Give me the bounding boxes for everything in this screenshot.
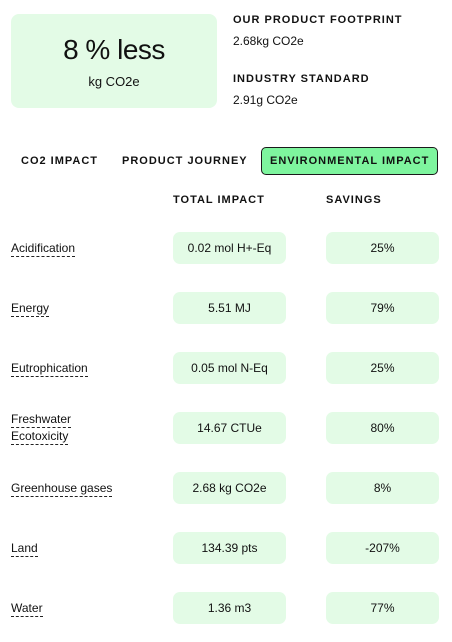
table-row: Greenhouse gases 2.68 kg CO2e 8% <box>0 472 452 504</box>
table-row: Energy 5.51 MJ 79% <box>0 292 452 324</box>
column-header-savings: SAVINGS <box>326 194 382 206</box>
total-impact-cell: 0.05 mol N-Eq <box>173 352 286 384</box>
summary-card: 8 % less kg CO2e <box>11 14 217 108</box>
table-row: Acidification 0.02 mol H+-Eq 25% <box>0 232 452 264</box>
row-label-text-line-2: Ecotoxicity <box>11 429 69 445</box>
row-label-text: Land <box>11 541 38 557</box>
industry-standard-value: 2.91g CO2e <box>233 93 298 107</box>
tab-co2-impact[interactable]: CO2 IMPACT <box>12 147 107 175</box>
column-header-total-impact: TOTAL IMPACT <box>173 194 265 206</box>
row-label[interactable]: Water <box>11 600 43 617</box>
savings-cell: 8% <box>326 472 439 504</box>
row-label-text: Water <box>11 601 43 617</box>
row-label[interactable]: Acidification <box>11 240 76 257</box>
row-label[interactable]: Energy <box>11 300 50 317</box>
savings-cell: -207% <box>326 532 439 564</box>
summary-unit: kg CO2e <box>88 73 140 89</box>
industry-standard: INDUSTRY STANDARD 2.91g CO2e <box>233 73 370 107</box>
row-label-text: Eutrophication <box>11 361 88 377</box>
tab-bar: CO2 IMPACT PRODUCT JOURNEY ENVIRONMENTAL… <box>0 147 452 175</box>
summary-value: 8 % less <box>63 33 165 65</box>
row-label-text: Energy <box>11 301 50 317</box>
row-label-text: Greenhouse gases <box>11 481 113 497</box>
row-label[interactable]: Eutrophication <box>11 360 88 377</box>
product-footprint-value: 2.68kg CO2e <box>233 34 304 48</box>
table-row: Eutrophication 0.05 mol N-Eq 25% <box>0 352 452 384</box>
table-row: Land 134.39 pts -207% <box>0 532 452 564</box>
tab-product-journey[interactable]: PRODUCT JOURNEY <box>113 147 257 175</box>
savings-cell: 25% <box>326 352 439 384</box>
product-footprint-label: OUR PRODUCT FOOTPRINT <box>233 14 403 26</box>
row-label-text-line-1: Freshwater <box>11 412 72 428</box>
total-impact-cell: 1.36 m3 <box>173 592 286 624</box>
savings-cell: 25% <box>326 232 439 264</box>
total-impact-cell: 0.02 mol H+-Eq <box>173 232 286 264</box>
product-footprint: OUR PRODUCT FOOTPRINT 2.68kg CO2e <box>233 14 403 48</box>
savings-cell: 79% <box>326 292 439 324</box>
total-impact-cell: 134.39 pts <box>173 532 286 564</box>
savings-cell: 77% <box>326 592 439 624</box>
row-label-text: Acidification <box>11 241 76 257</box>
savings-cell: 80% <box>326 412 439 444</box>
table-row: Water 1.36 m3 77% <box>0 592 452 624</box>
total-impact-cell: 5.51 MJ <box>173 292 286 324</box>
row-label[interactable]: Land <box>11 540 38 557</box>
total-impact-cell: 2.68 kg CO2e <box>173 472 286 504</box>
row-label[interactable]: Greenhouse gases <box>11 480 113 497</box>
row-label[interactable]: Freshwater Ecotoxicity <box>11 411 72 445</box>
total-impact-cell: 14.67 CTUe <box>173 412 286 444</box>
tab-environmental-impact[interactable]: ENVIRONMENTAL IMPACT <box>261 147 439 175</box>
table-row: Freshwater Ecotoxicity 14.67 CTUe 80% <box>0 411 452 445</box>
industry-standard-label: INDUSTRY STANDARD <box>233 73 370 85</box>
